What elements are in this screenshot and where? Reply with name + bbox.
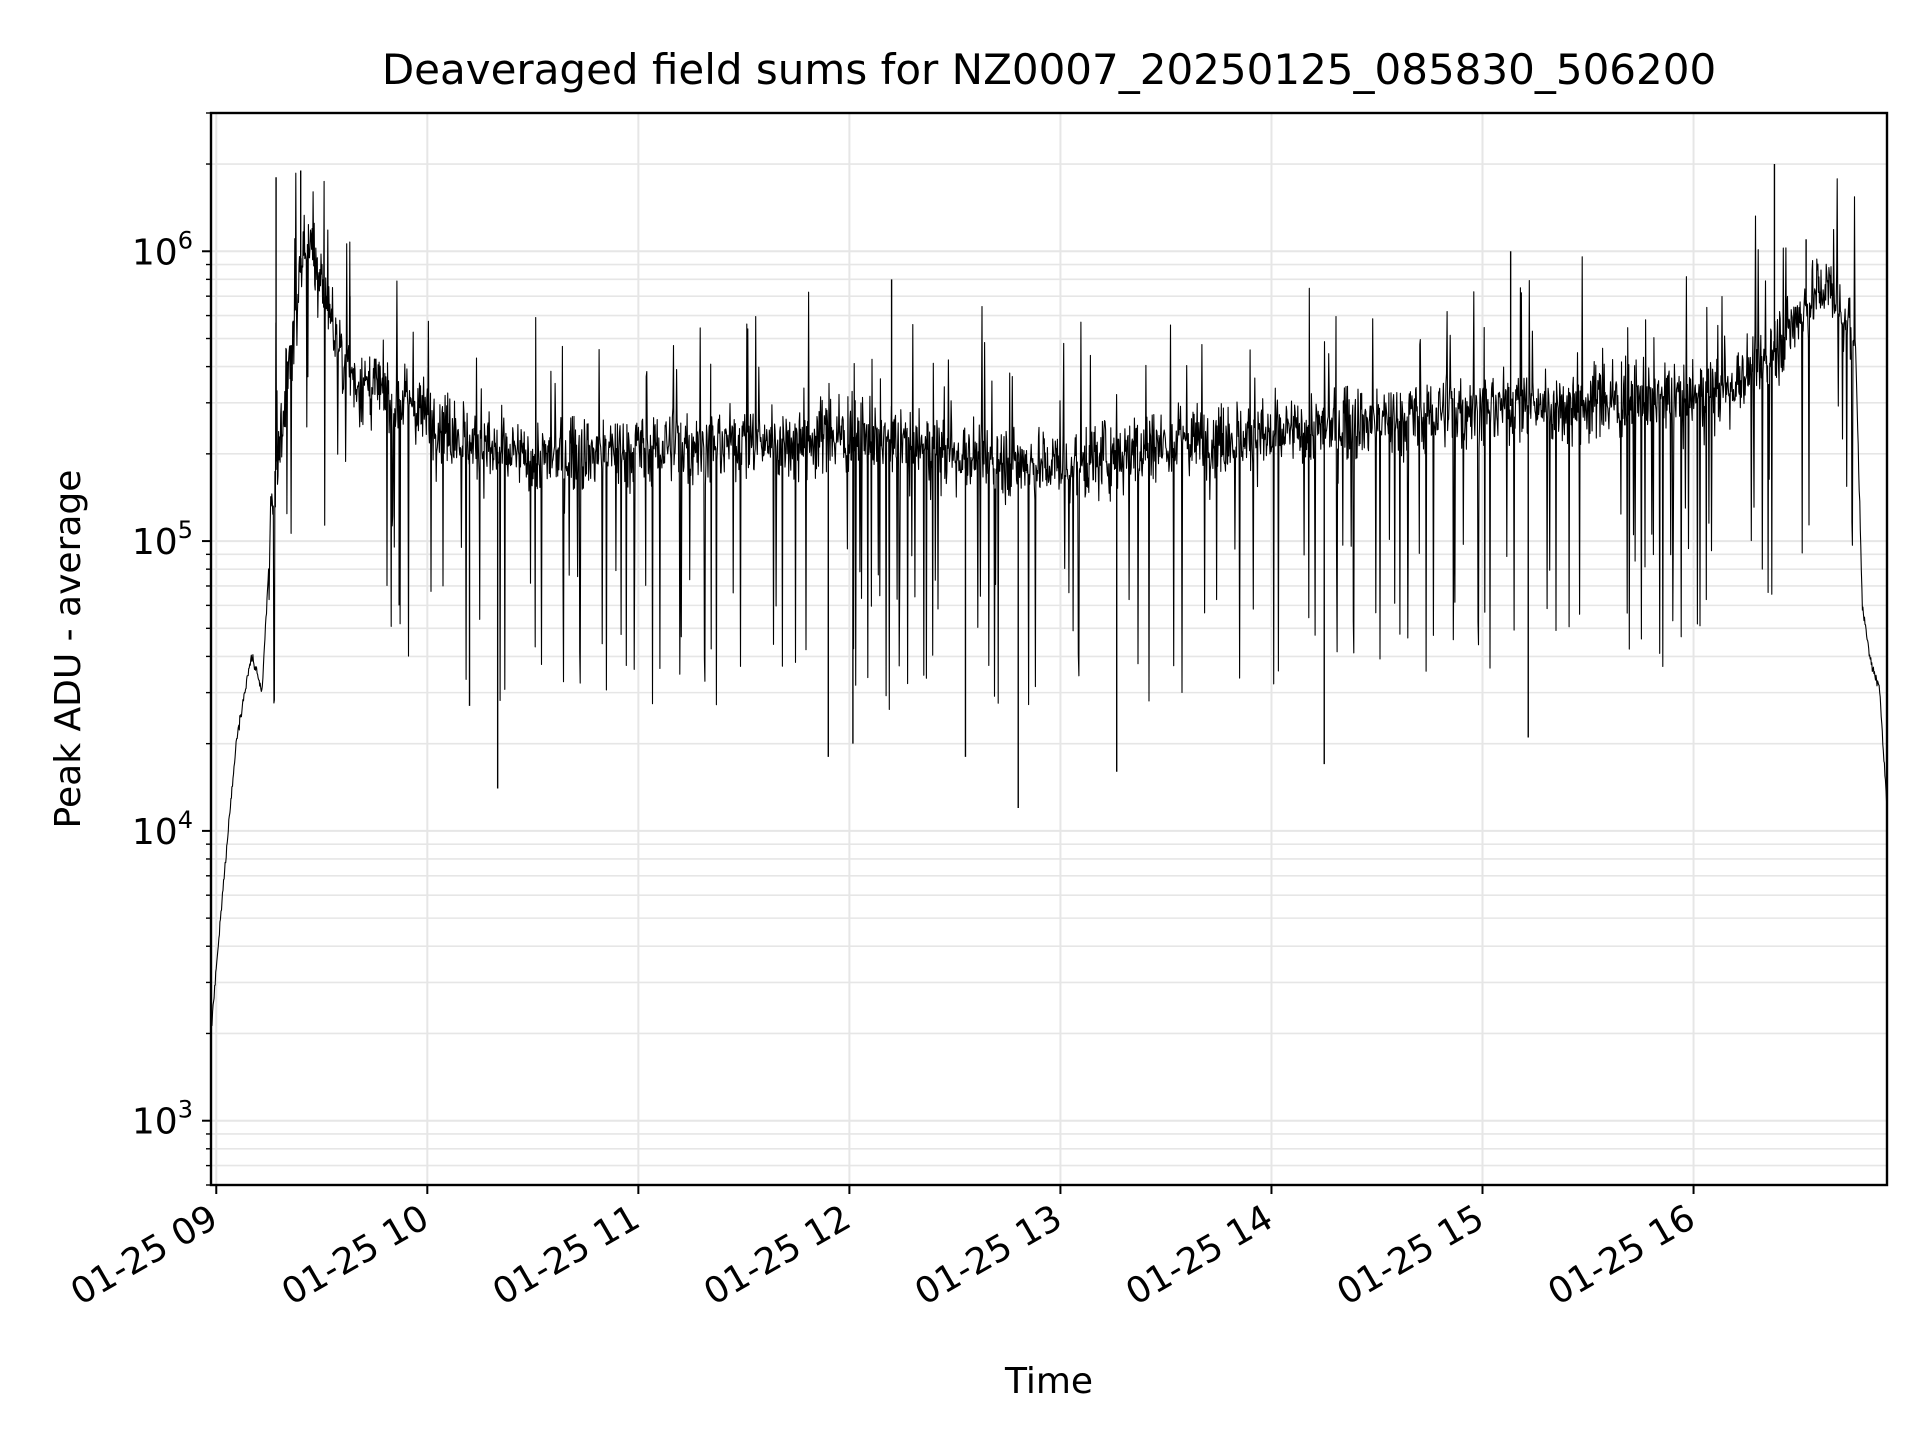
plot-frame: [209, 111, 1889, 1187]
y-tick-exponent: 5: [178, 516, 193, 544]
y-tick-exponent: 3: [178, 1096, 193, 1124]
y-tick-label: 104: [132, 806, 193, 853]
chart-title: Deaveraged field sums for NZ0007_2025012…: [382, 45, 1716, 94]
series-line: [210, 172, 1888, 1032]
y-tick-base: 10: [132, 522, 178, 563]
y-tick-base: 10: [132, 232, 178, 273]
y-tick-label: 105: [132, 516, 193, 563]
y-axis-label: Peak ADU - average: [48, 470, 89, 829]
y-tick-exponent: 4: [178, 806, 193, 834]
series-group: [210, 164, 1888, 1032]
x-axis-label: Time: [1004, 1361, 1093, 1402]
y-tick-label: 103: [132, 1096, 193, 1143]
y-tick-label: 106: [132, 226, 193, 273]
grid-lines: [211, 112, 1887, 1186]
y-tick-base: 10: [132, 812, 178, 853]
y-tick-exponent: 6: [178, 226, 193, 254]
y-tick-base: 10: [132, 1102, 178, 1143]
